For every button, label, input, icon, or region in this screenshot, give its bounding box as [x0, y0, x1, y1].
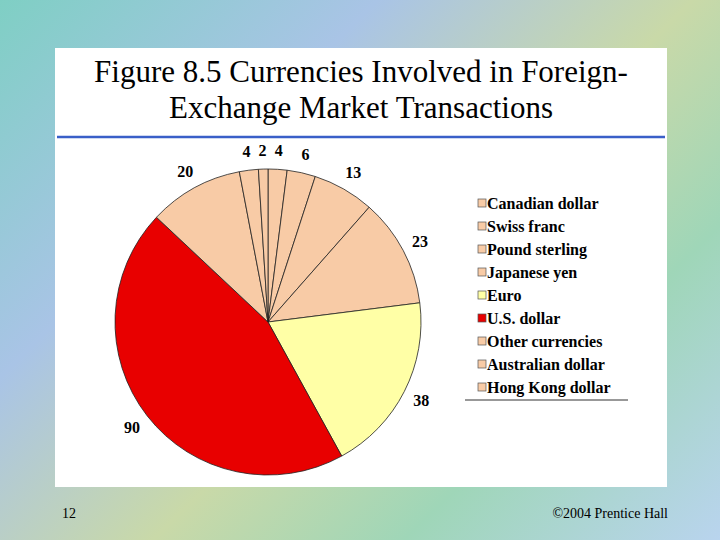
legend-label: Other currencies [487, 333, 602, 350]
legend-item: Swiss franc [478, 218, 565, 235]
data-label: 90 [124, 419, 140, 436]
data-label: 38 [413, 392, 429, 409]
legend-label: Euro [487, 287, 521, 304]
data-label: 2 [259, 142, 267, 159]
data-label: 4 [242, 143, 250, 160]
title-rule [57, 136, 665, 139]
data-labels: 4 6 13 23 38 90 20 42 [124, 142, 429, 436]
legend-swatch [478, 222, 486, 230]
legend-swatch [478, 291, 486, 299]
legend-item: Other currencies [478, 333, 602, 350]
legend-label: Canadian dollar [487, 195, 599, 212]
legend-label: Swiss franc [487, 218, 565, 235]
page-number: 12 [62, 506, 76, 521]
legend-item: Hong Kong dollar [478, 379, 611, 397]
data-label: 4 [275, 142, 283, 159]
legend-item: Australian dollar [478, 356, 605, 373]
legend: Canadian dollar Swiss franc Pound sterling… [465, 195, 628, 401]
pie-slice [239, 169, 268, 322]
legend-item: Euro [478, 287, 521, 304]
legend-label: Pound sterling [487, 241, 587, 259]
legend-swatch [478, 383, 486, 391]
data-label: 20 [177, 163, 193, 180]
legend-swatch [478, 268, 486, 276]
legend-label: U.S. dollar [487, 310, 560, 327]
legend-swatch [478, 199, 486, 207]
chart-svg: 4 6 13 23 38 90 20 42 Canadian dollar Swiss franc… [0, 0, 720, 540]
legend-label: Japanese yen [487, 264, 577, 282]
pie-slice [268, 207, 420, 322]
legend-item: Canadian dollar [478, 195, 599, 212]
legend-swatch [478, 314, 486, 322]
pie-slices [115, 169, 421, 475]
legend-label: Australian dollar [487, 356, 605, 373]
legend-swatch [478, 360, 486, 368]
legend-item: Pound sterling [478, 241, 587, 259]
legend-rule [465, 400, 628, 401]
legend-swatch [478, 245, 486, 253]
legend-label: Hong Kong dollar [487, 379, 611, 397]
data-label: 13 [345, 164, 361, 181]
footer: ©2004 Prentice Hall [552, 506, 668, 521]
data-label: 6 [302, 146, 310, 163]
pie-slice [258, 169, 268, 322]
legend-swatch [478, 337, 486, 345]
chart-title: Figure 8.5 Currencies Involved in Foreig… [66, 54, 656, 126]
data-label: 23 [412, 233, 428, 250]
plot-area [115, 169, 421, 475]
legend-item: U.S. dollar [478, 310, 560, 327]
legend-item: Japanese yen [478, 264, 577, 282]
